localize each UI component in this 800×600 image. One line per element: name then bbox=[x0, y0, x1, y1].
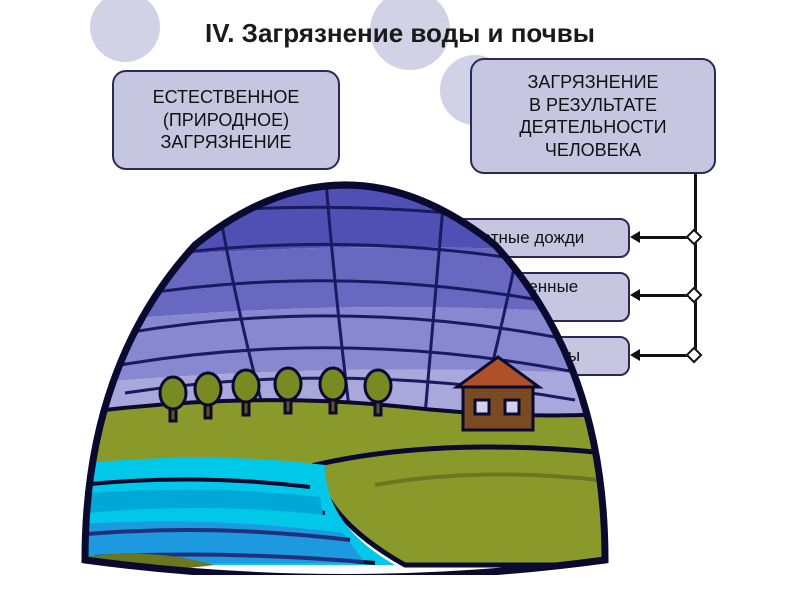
landscape-illustration bbox=[65, 165, 625, 575]
connector-diamond-icon bbox=[686, 347, 703, 364]
box-label: ЕСТЕСТВЕННОЕ (ПРИРОДНОЕ) ЗАГРЯЗНЕНИЕ bbox=[153, 86, 300, 154]
box-human-pollution: ЗАГРЯЗНЕНИЕ В РЕЗУЛЬТАТЕ ДЕЯТЕЛЬНОСТИ ЧЕ… bbox=[470, 58, 716, 174]
box-label: ЗАГРЯЗНЕНИЕ В РЕЗУЛЬТАТЕ ДЕЯТЕЛЬНОСТИ ЧЕ… bbox=[519, 71, 666, 161]
connector-diamond-icon bbox=[686, 229, 703, 246]
page-title: IV. Загрязнение воды и почвы bbox=[0, 18, 800, 49]
connector-diamond-icon bbox=[686, 287, 703, 304]
connector-arrow-icon bbox=[630, 289, 640, 301]
box-natural-pollution: ЕСТЕСТВЕННОЕ (ПРИРОДНОЕ) ЗАГРЯЗНЕНИЕ bbox=[112, 70, 340, 170]
connector-arrow-icon bbox=[630, 349, 640, 361]
connector-vertical bbox=[694, 174, 697, 358]
connector-arrow-icon bbox=[630, 231, 640, 243]
